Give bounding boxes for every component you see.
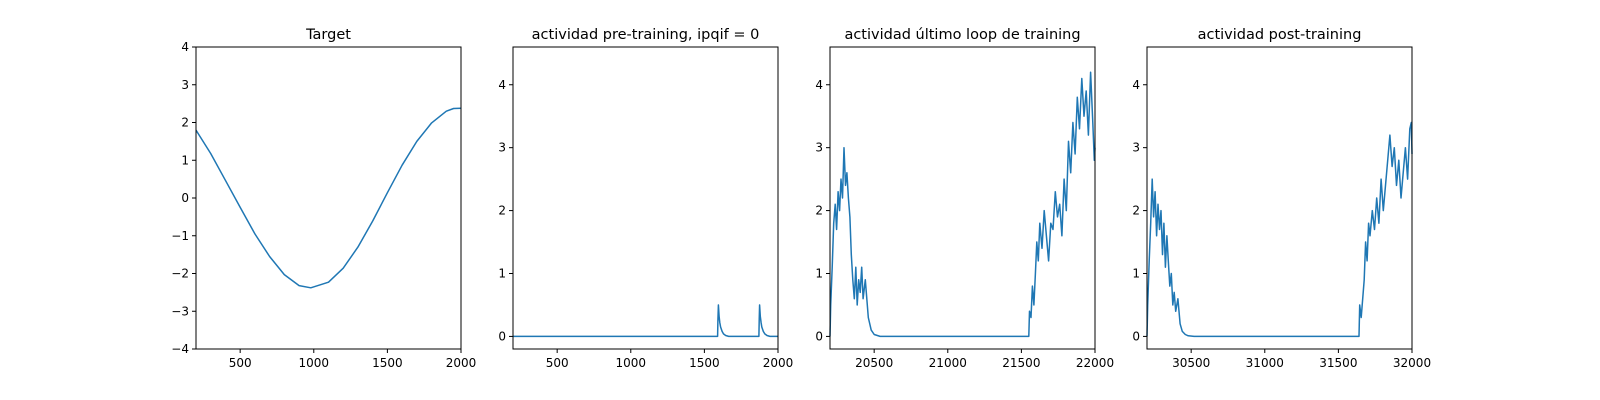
y-tick-label: 3 [1132,141,1140,155]
y-tick-label: 2 [1132,204,1140,218]
series-line-1-1 [195,107,462,289]
x-tick-label: 2000 [446,356,477,370]
y-tick-label: 2 [815,204,823,218]
y-tick-label: 1 [815,267,823,281]
y-tick-label: −3 [171,304,189,318]
y-tick-label: 1 [1132,267,1140,281]
subplot-title: Target [305,27,351,43]
x-tick-label: 500 [546,356,569,370]
y-tick-label: 4 [815,78,823,92]
x-tick-label: 21500 [1002,356,1040,370]
subplot-title: actividad pre-training, ipqif = 0 [532,27,760,43]
series-line-4-1 [1146,121,1413,338]
x-tick-label: 1500 [372,356,403,370]
x-tick-label: 31500 [1319,356,1357,370]
subplot-4: 30500 31000 31500 32000 0 1 2 3 4 actividad post-… [1132,27,1431,370]
x-tick-label: 31000 [1246,356,1284,370]
y-tick-label: 2 [498,204,506,218]
x-tick-label: 30500 [1172,356,1210,370]
axes-frame-2 [512,46,779,350]
y-tick-label: 3 [815,141,823,155]
x-tick-label: 22000 [1076,356,1114,370]
axes-frame-3 [829,46,1096,350]
y-tick-label: −1 [171,229,189,243]
y-tick-label: 2 [181,116,189,130]
x-tick-label: 21000 [929,356,967,370]
series-line-2-1 [513,304,778,338]
x-tick-label: 1500 [689,356,720,370]
y-tick-label: 0 [815,329,823,343]
y-tick-label: −2 [171,267,189,281]
y-tick-label: 0 [181,191,189,205]
y-tick-label: 1 [498,267,506,281]
x-tick-label: 32000 [1393,356,1431,370]
axes-frame-4 [1146,46,1413,350]
y-tick-label: 0 [498,329,506,343]
y-tick-label: 4 [181,40,189,54]
subplot-title: actividad último loop de training [844,27,1080,43]
series-line-3-1 [829,71,1096,338]
x-tick-label: 20500 [855,356,893,370]
y-tick-label: 4 [498,78,506,92]
subplot-3: 20500 21000 21500 22000 0 1 2 3 4 actividad últim… [815,27,1114,370]
y-tick-label: 0 [1132,329,1140,343]
y-tick-label: −4 [171,342,189,356]
subplot-title: actividad post-training [1198,27,1362,43]
y-tick-label: 4 [1132,78,1140,92]
y-tick-label: 3 [181,78,189,92]
x-tick-label: 2000 [763,356,794,370]
y-tick-label: 3 [498,141,506,155]
subplot-2: 500 1000 1500 2000 0 1 2 3 4 actividad pre-traini… [498,27,793,370]
y-tick-label: 1 [181,153,189,167]
subplot-1: 500 1000 1500 2000 −4 −3 −2 −1 0 1 2 3 4 Target [171,27,476,370]
x-tick-label: 500 [229,356,252,370]
x-tick-label: 1000 [616,356,647,370]
x-tick-label: 1000 [299,356,330,370]
